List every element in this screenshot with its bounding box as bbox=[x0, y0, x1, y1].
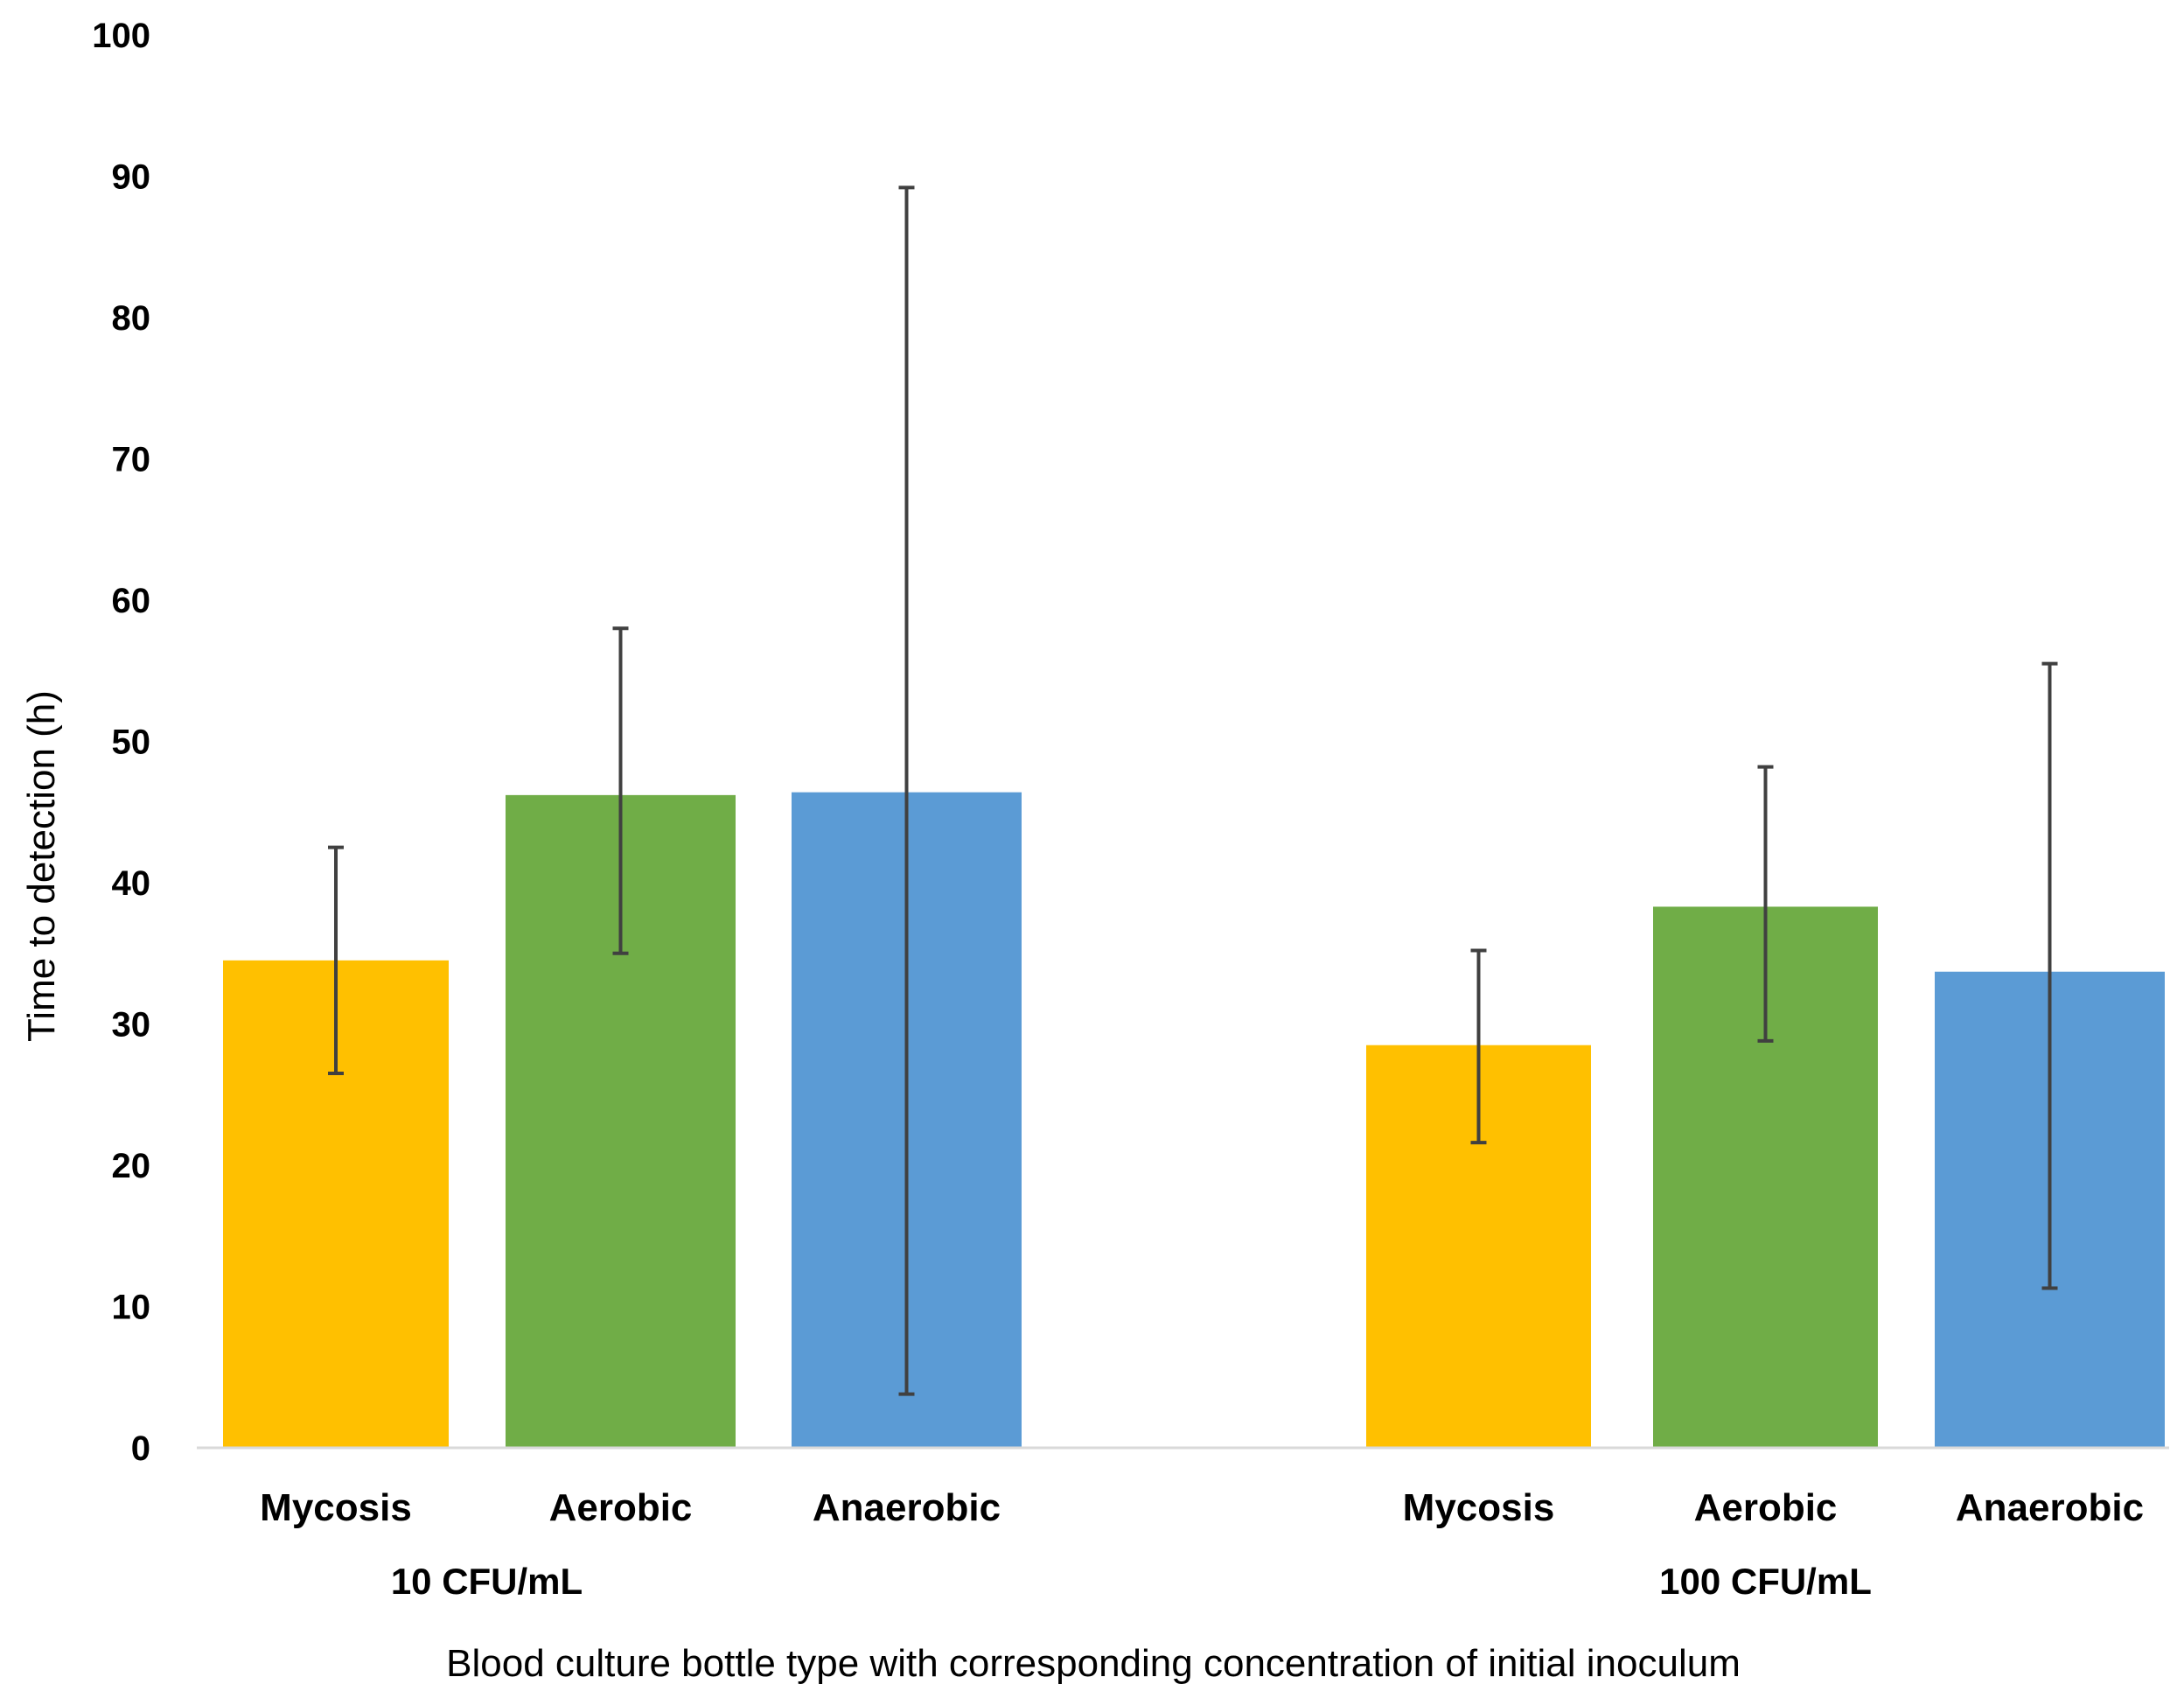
category-label: Anaerobic bbox=[813, 1486, 1001, 1529]
group-label: 100 CFU/mL bbox=[1659, 1561, 1872, 1602]
y-tick-label: 50 bbox=[112, 723, 151, 762]
category-label: Aerobic bbox=[549, 1486, 693, 1529]
y-tick-label: 10 bbox=[112, 1289, 151, 1327]
error-bar bbox=[2041, 661, 2058, 1290]
category-labels: Mycosis Aerobic Anaerobic Mycosis Aerobic Ana… bbox=[260, 1486, 2144, 1529]
y-tick-label: 20 bbox=[112, 1147, 151, 1185]
category-label: Mycosis bbox=[260, 1486, 412, 1529]
y-tick-label: 0 bbox=[131, 1429, 150, 1468]
y-axis-ticks: 0 10 20 30 40 50 60 70 80 90 100 bbox=[92, 17, 150, 1468]
y-tick-label: 70 bbox=[112, 441, 151, 479]
x-axis-title: Blood culture bottle type with correspon… bbox=[446, 1642, 1741, 1685]
category-label: Anaerobic bbox=[1956, 1486, 2144, 1529]
y-tick-label: 90 bbox=[112, 158, 151, 197]
error-bar bbox=[1757, 765, 1774, 1043]
error-bars-layer bbox=[328, 185, 2058, 1396]
group-labels: 10 CFU/mL 100 CFU/mL bbox=[391, 1561, 1872, 1602]
bars-layer bbox=[223, 792, 2165, 1448]
y-tick-label: 40 bbox=[112, 864, 151, 903]
group-label: 10 CFU/mL bbox=[391, 1561, 583, 1602]
y-tick-label: 80 bbox=[112, 299, 151, 338]
y-axis-title: Time to detection (h) bbox=[20, 690, 63, 1042]
error-bar bbox=[612, 626, 629, 955]
error-bar bbox=[328, 845, 344, 1076]
error-bar bbox=[1470, 948, 1487, 1145]
error-bar bbox=[898, 185, 915, 1396]
y-tick-label: 30 bbox=[112, 1006, 151, 1045]
category-label: Aerobic bbox=[1694, 1486, 1838, 1529]
category-label: Mycosis bbox=[1403, 1486, 1555, 1529]
y-tick-label: 100 bbox=[92, 17, 150, 55]
y-tick-label: 60 bbox=[112, 582, 151, 620]
